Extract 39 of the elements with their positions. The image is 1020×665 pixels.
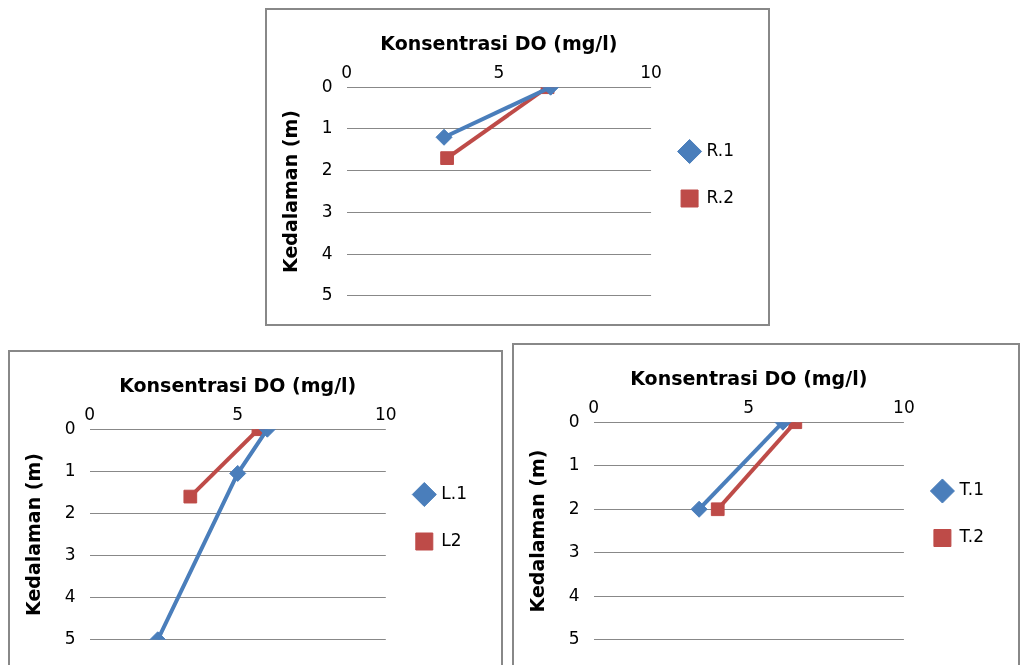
y-axis-title: Kedalaman (m) [22, 453, 45, 616]
y-tick-label: 4 [64, 586, 76, 607]
legend-label: L2 [441, 529, 462, 550]
x-tick-label: 5 [232, 404, 244, 425]
x-tick-label: 5 [493, 62, 505, 83]
y-tick-label: 5 [64, 628, 76, 649]
y-tick-label: 0 [321, 75, 333, 96]
x-tick-label: 0 [588, 397, 600, 418]
y-tick-label: 1 [568, 454, 580, 475]
legend-label: L.1 [441, 482, 468, 503]
x-tick-label: 0 [341, 62, 353, 83]
y-tick-label: 1 [64, 459, 76, 480]
y-axis-title: Kedalaman (m) [526, 449, 549, 613]
y-tick-label: 1 [321, 117, 333, 138]
y-tick-label: 2 [321, 159, 333, 180]
y-tick-label: 5 [321, 284, 333, 305]
y-tick-label: 3 [64, 543, 76, 564]
x-tick-label: 10 [640, 62, 662, 83]
x-axis-title: Konsentrasi DO (mg/l) [380, 32, 618, 55]
x-tick-label: 10 [374, 404, 397, 425]
point [183, 489, 198, 504]
x-tick-label: 5 [743, 397, 755, 418]
x-axis-title: Konsentrasi DO (mg/l) [119, 374, 357, 397]
legend-label: T.2 [958, 526, 985, 547]
x-tick-label: 10 [893, 397, 915, 418]
x-axis-title: Konsentrasi DO (mg/l) [630, 367, 868, 390]
legend-label: T.1 [958, 479, 985, 500]
y-tick-label: 3 [321, 200, 333, 221]
y-tick-label: 5 [568, 628, 580, 649]
legend-label: R.2 [706, 186, 735, 207]
y-tick-label: 0 [64, 417, 76, 438]
y-tick-label: 4 [568, 584, 580, 605]
legend-label: R.1 [706, 139, 735, 160]
y-tick-label: 2 [64, 501, 76, 522]
x-tick-label: 0 [84, 404, 96, 425]
y-tick-label: 2 [568, 497, 580, 518]
y-tick-label: 3 [568, 541, 580, 562]
y-tick-label: 4 [321, 242, 333, 263]
y-axis-title: Kedalaman (m) [279, 110, 302, 273]
